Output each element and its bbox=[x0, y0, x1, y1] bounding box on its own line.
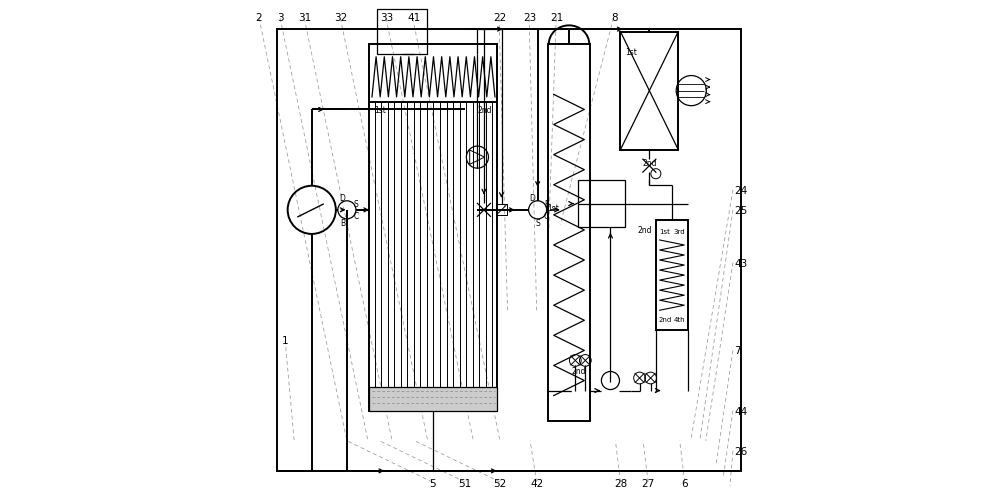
Text: 23: 23 bbox=[523, 13, 537, 23]
Text: C: C bbox=[353, 212, 359, 221]
Text: E: E bbox=[544, 199, 549, 208]
Text: 24: 24 bbox=[734, 185, 748, 195]
Text: 3rd: 3rd bbox=[673, 228, 685, 234]
Text: B: B bbox=[340, 218, 345, 227]
Text: 1st: 1st bbox=[375, 106, 386, 115]
Text: 2nd: 2nd bbox=[642, 158, 657, 167]
Text: 52: 52 bbox=[493, 478, 507, 488]
Text: 28: 28 bbox=[614, 478, 627, 488]
Text: 4th: 4th bbox=[673, 317, 685, 323]
Text: 21: 21 bbox=[550, 13, 563, 23]
Text: 6: 6 bbox=[681, 478, 688, 488]
Text: 31: 31 bbox=[299, 13, 312, 23]
Text: S: S bbox=[535, 219, 540, 228]
Text: C: C bbox=[544, 212, 549, 221]
Text: 27: 27 bbox=[641, 478, 655, 488]
Text: 25: 25 bbox=[734, 205, 748, 215]
Text: 42: 42 bbox=[530, 478, 543, 488]
Text: 8: 8 bbox=[611, 13, 618, 23]
Text: D: D bbox=[530, 193, 536, 202]
Text: 2nd: 2nd bbox=[478, 106, 492, 115]
Text: 43: 43 bbox=[734, 258, 748, 268]
Text: 3: 3 bbox=[277, 13, 284, 23]
Bar bbox=[277, 30, 741, 471]
Text: 2nd: 2nd bbox=[572, 366, 586, 375]
Bar bbox=[377, 10, 427, 55]
Text: 33: 33 bbox=[380, 13, 393, 23]
Text: 51: 51 bbox=[458, 478, 471, 488]
Text: 32: 32 bbox=[334, 13, 347, 23]
Text: 2nd: 2nd bbox=[637, 226, 652, 235]
Text: 2nd: 2nd bbox=[658, 317, 671, 323]
Text: 1st: 1st bbox=[659, 228, 670, 234]
Bar bbox=[578, 180, 626, 228]
Bar bbox=[620, 33, 678, 150]
Text: 41: 41 bbox=[407, 13, 420, 23]
Text: 5: 5 bbox=[429, 478, 436, 488]
Bar bbox=[548, 45, 590, 421]
Text: 22: 22 bbox=[493, 13, 507, 23]
Text: 1: 1 bbox=[282, 336, 288, 346]
Text: 26: 26 bbox=[734, 446, 748, 456]
Bar bbox=[656, 220, 688, 331]
Bar bbox=[369, 45, 497, 411]
Text: 7: 7 bbox=[734, 346, 741, 356]
Bar bbox=[369, 387, 497, 411]
Text: 1st: 1st bbox=[626, 48, 637, 57]
Text: D: D bbox=[339, 193, 345, 202]
Text: 1st: 1st bbox=[547, 203, 559, 212]
Text: 44: 44 bbox=[734, 406, 748, 416]
Text: S: S bbox=[354, 199, 358, 208]
Text: 2: 2 bbox=[256, 13, 262, 23]
